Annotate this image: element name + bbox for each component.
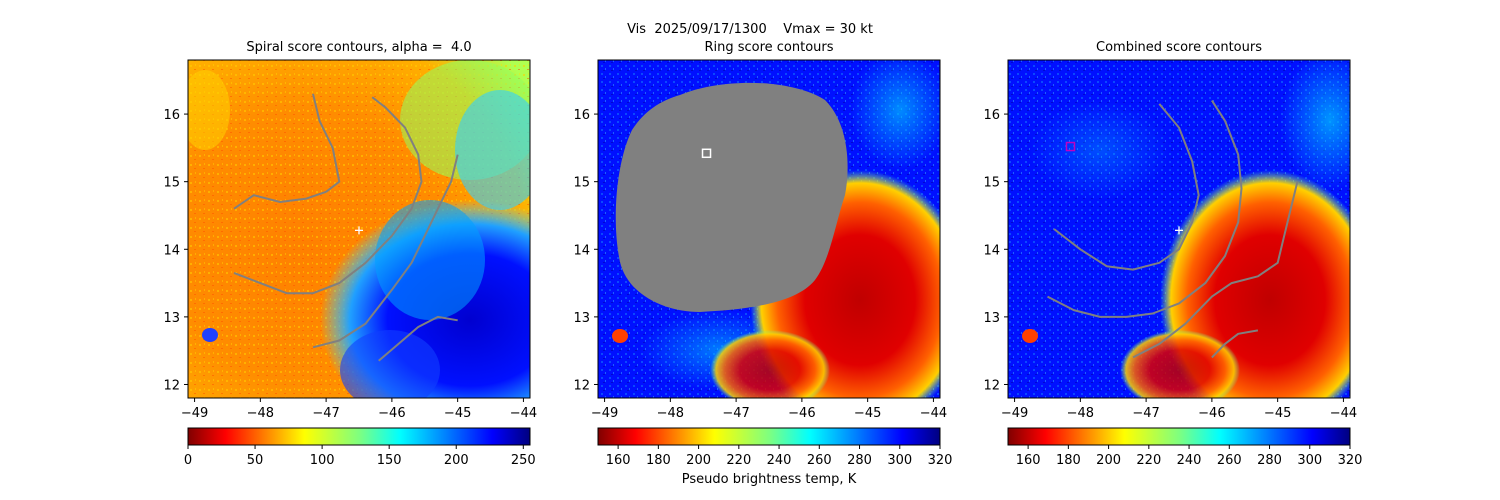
colorbar-tick-label: 240 (1177, 453, 1202, 468)
x-tick-label: −47 (312, 406, 339, 421)
panel1-title: Spiral score contours, alpha = 4.0 (246, 40, 472, 55)
y-tick-label: 16 (163, 108, 180, 123)
y-tick-label: 12 (573, 378, 590, 393)
colorbar-tick-label: 240 (767, 453, 792, 468)
panel3-frame (1007, 59, 1351, 399)
x-tick-label: −46 (378, 406, 405, 421)
x-tick-label: −49 (181, 406, 208, 421)
panel3-center-marker (1175, 226, 1183, 235)
colorbar-tick-label: 180 (646, 453, 671, 468)
figure-suptitle: Vis 2025/09/17/1300 Vmax = 30 kt (627, 22, 873, 37)
panel2-frame (597, 59, 941, 399)
x-tick-label: −44 (510, 406, 537, 421)
y-tick-label: 15 (573, 176, 590, 191)
x-tick-label: −45 (444, 406, 471, 421)
x-tick-label: −47 (1132, 406, 1159, 421)
colorbar-tick-label: 150 (377, 453, 402, 468)
colorbar-label: Pseudo brightness temp, K (681, 472, 857, 487)
colorbar-tick-label: 320 (928, 453, 953, 468)
panel3-title: Combined score contours (1096, 40, 1262, 55)
colorbar-tick-label: 0 (184, 453, 192, 468)
x-tick-label: −48 (247, 406, 274, 421)
panel1-image (188, 60, 530, 398)
x-tick-label: −48 (1067, 406, 1094, 421)
colorbar-tick-label: 280 (1257, 453, 1282, 468)
panel3-contour-3 (1132, 181, 1299, 359)
panel3-contour-1 (1053, 103, 1200, 271)
x-tick-label: −45 (1264, 406, 1291, 421)
panel2-colorbar (597, 427, 941, 446)
panel1-contour-2 (233, 96, 423, 295)
y-tick-label: 13 (573, 311, 590, 326)
panel1-contour-4 (378, 315, 458, 362)
y-tick-label: 14 (573, 243, 590, 258)
y-tick-label: 12 (163, 378, 180, 393)
colorbar-tick-label: 260 (1217, 453, 1242, 468)
y-tick-label: 15 (163, 176, 180, 191)
y-tick-label: 16 (573, 108, 590, 123)
x-tick-label: −44 (920, 406, 947, 421)
colorbar-tick-label: 200 (686, 453, 711, 468)
panel2-box-marker (701, 148, 712, 159)
panel1-contour-1 (233, 93, 341, 210)
colorbar-tick-label: 300 (887, 453, 912, 468)
colorbar-tick-label: 160 (606, 453, 631, 468)
panel3-image (1008, 60, 1350, 398)
panel1-center-marker (355, 226, 363, 235)
panel3-contour-4 (1211, 329, 1259, 359)
y-tick-label: 16 (983, 108, 1000, 123)
colorbar-tick-label: 160 (1016, 453, 1041, 468)
y-tick-label: 13 (983, 311, 1000, 326)
colorbar-tick-label: 200 (1096, 453, 1121, 468)
colorbar-tick-label: 320 (1338, 453, 1363, 468)
x-tick-label: −47 (722, 406, 749, 421)
panel3-colorbar (1007, 427, 1351, 446)
y-tick-label: 14 (163, 243, 180, 258)
x-tick-label: −46 (1198, 406, 1225, 421)
panel1-colorbar (187, 427, 531, 446)
colorbar-tick-label: 180 (1056, 453, 1081, 468)
x-tick-label: −44 (1330, 406, 1357, 421)
colorbar-tick-label: 220 (726, 453, 751, 468)
marker-layer (355, 141, 1183, 235)
panel3-box-marker (1065, 141, 1076, 152)
x-tick-label: −49 (1001, 406, 1028, 421)
panel2-image (598, 60, 940, 398)
colorbar-tick-label: 250 (511, 453, 536, 468)
x-tick-label: −49 (591, 406, 618, 421)
colorbar-tick-label: 100 (310, 453, 335, 468)
colorbar-tick-label: 260 (807, 453, 832, 468)
x-tick-label: −45 (854, 406, 881, 421)
axes-layer: −49 −48 −47 −46 −45 −44 12 13 14 15 16 −49 −48 −47 −46… (163, 59, 1357, 421)
y-tick-label: 12 (983, 378, 1000, 393)
colorbar-tick-label: 50 (247, 453, 264, 468)
colorbar-tick-label: 280 (847, 453, 872, 468)
colorbar-tick-label: 220 (1136, 453, 1161, 468)
colorbar-layer: 0 50 100 150 200 250 160 180 200 220 240 260 280 300 3… (184, 427, 1363, 468)
y-tick-label: 14 (983, 243, 1000, 258)
x-tick-label: −48 (657, 406, 684, 421)
panel1-contour-3 (312, 154, 459, 349)
contour-layer (233, 93, 1299, 362)
y-tick-label: 15 (983, 176, 1000, 191)
panel2-title: Ring score contours (704, 40, 834, 55)
panel1-frame (187, 59, 531, 399)
colorbar-tick-label: 200 (444, 453, 469, 468)
x-tick-label: −46 (788, 406, 815, 421)
y-tick-label: 13 (163, 311, 180, 326)
colorbar-tick-label: 300 (1297, 453, 1322, 468)
ring-mask (615, 82, 848, 312)
panel3-contour-2 (1047, 100, 1243, 318)
